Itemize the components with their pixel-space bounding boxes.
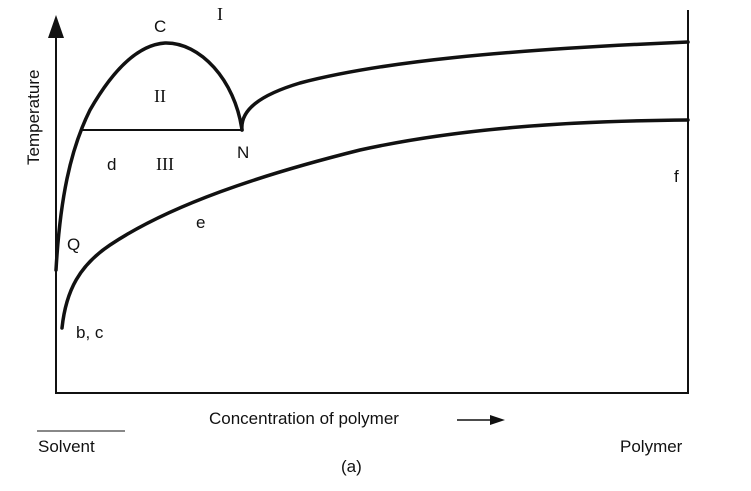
binodal-curve xyxy=(54,41,244,272)
point-label-N: N xyxy=(237,143,249,162)
x-axis-label: Concentration of polymer xyxy=(209,409,399,428)
x-axis-direction-arrow-icon xyxy=(457,415,505,425)
point-label-bc: b, c xyxy=(76,323,104,342)
point-label-d: d xyxy=(107,155,116,174)
polymer-label: Polymer xyxy=(620,437,683,456)
point-label-e: e xyxy=(196,213,205,232)
point-label-Q: Q xyxy=(67,235,80,254)
y-axis-arrow-icon xyxy=(48,15,64,38)
figure-caption: (a) xyxy=(341,457,362,476)
y-axis-label: Temperature xyxy=(24,70,43,165)
liquidus-curve xyxy=(240,40,690,132)
region-label-I: I xyxy=(217,4,223,24)
solvent-label: Solvent xyxy=(38,437,95,456)
region-label-III: III xyxy=(156,154,174,174)
region-label-II: II xyxy=(154,86,166,106)
point-label-C: C xyxy=(154,17,166,36)
glass-transition-curve xyxy=(60,118,690,330)
point-label-f: f xyxy=(674,167,679,186)
